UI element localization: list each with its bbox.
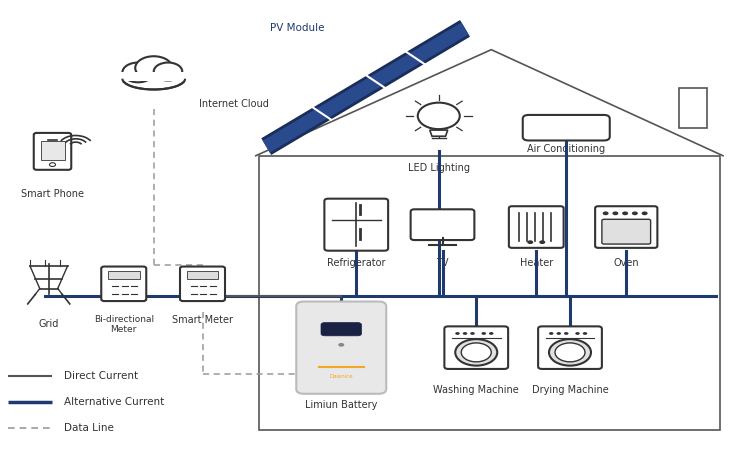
FancyBboxPatch shape bbox=[34, 133, 71, 170]
Text: Drying Machine: Drying Machine bbox=[532, 385, 608, 395]
FancyBboxPatch shape bbox=[180, 267, 225, 301]
Circle shape bbox=[549, 332, 554, 335]
Text: Smart Phone: Smart Phone bbox=[21, 189, 84, 199]
Text: Direct Current: Direct Current bbox=[64, 371, 138, 381]
Circle shape bbox=[461, 343, 491, 362]
Circle shape bbox=[470, 332, 475, 335]
Circle shape bbox=[539, 240, 545, 244]
Bar bbox=[108, 271, 140, 279]
Text: Refrigerator: Refrigerator bbox=[327, 258, 386, 268]
Text: Data Line: Data Line bbox=[64, 423, 114, 433]
Circle shape bbox=[455, 332, 460, 335]
FancyBboxPatch shape bbox=[411, 209, 474, 240]
Text: Alternative Current: Alternative Current bbox=[64, 397, 164, 407]
FancyBboxPatch shape bbox=[101, 267, 146, 301]
Text: Dawnice: Dawnice bbox=[329, 374, 353, 379]
Circle shape bbox=[556, 332, 561, 335]
Circle shape bbox=[489, 332, 494, 335]
Circle shape bbox=[418, 103, 460, 129]
FancyBboxPatch shape bbox=[523, 115, 610, 140]
Text: Internet Cloud: Internet Cloud bbox=[199, 99, 268, 109]
Text: Washing Machine: Washing Machine bbox=[433, 385, 519, 395]
Text: Smart Meter: Smart Meter bbox=[172, 315, 233, 324]
Circle shape bbox=[583, 332, 587, 335]
Text: Grid: Grid bbox=[38, 319, 59, 329]
Circle shape bbox=[338, 343, 344, 347]
Circle shape bbox=[50, 163, 55, 166]
FancyBboxPatch shape bbox=[602, 219, 650, 244]
Circle shape bbox=[527, 240, 533, 244]
FancyBboxPatch shape bbox=[596, 206, 657, 248]
Text: Limiun Battery: Limiun Battery bbox=[305, 400, 377, 410]
Text: Oven: Oven bbox=[614, 258, 639, 268]
Circle shape bbox=[555, 343, 585, 362]
Circle shape bbox=[455, 339, 497, 366]
Circle shape bbox=[482, 332, 486, 335]
FancyBboxPatch shape bbox=[538, 326, 602, 369]
Text: LED Lighting: LED Lighting bbox=[408, 163, 470, 173]
Text: TV: TV bbox=[436, 258, 448, 268]
Circle shape bbox=[463, 332, 467, 335]
Polygon shape bbox=[430, 130, 448, 136]
Circle shape bbox=[135, 56, 172, 79]
Bar bbox=[119, 71, 188, 80]
FancyBboxPatch shape bbox=[296, 302, 386, 394]
Circle shape bbox=[603, 211, 609, 215]
FancyBboxPatch shape bbox=[321, 323, 362, 336]
Text: Heater: Heater bbox=[520, 258, 553, 268]
Text: Bi-directional
Meter: Bi-directional Meter bbox=[94, 315, 154, 334]
Bar bbox=[259, 156, 720, 430]
Bar bbox=[187, 271, 218, 279]
Circle shape bbox=[564, 332, 568, 335]
Circle shape bbox=[122, 62, 154, 82]
Text: PV Module: PV Module bbox=[270, 23, 325, 33]
Circle shape bbox=[641, 211, 647, 215]
Circle shape bbox=[549, 339, 591, 366]
Bar bbox=[679, 88, 707, 128]
Circle shape bbox=[632, 211, 638, 215]
FancyBboxPatch shape bbox=[444, 326, 509, 369]
Bar bbox=[40, 141, 64, 160]
Circle shape bbox=[154, 62, 182, 80]
Circle shape bbox=[622, 211, 628, 215]
FancyBboxPatch shape bbox=[509, 206, 564, 248]
Text: Air Conditioning: Air Conditioning bbox=[527, 144, 605, 154]
Circle shape bbox=[612, 211, 618, 215]
Circle shape bbox=[575, 332, 580, 335]
FancyBboxPatch shape bbox=[324, 199, 388, 251]
